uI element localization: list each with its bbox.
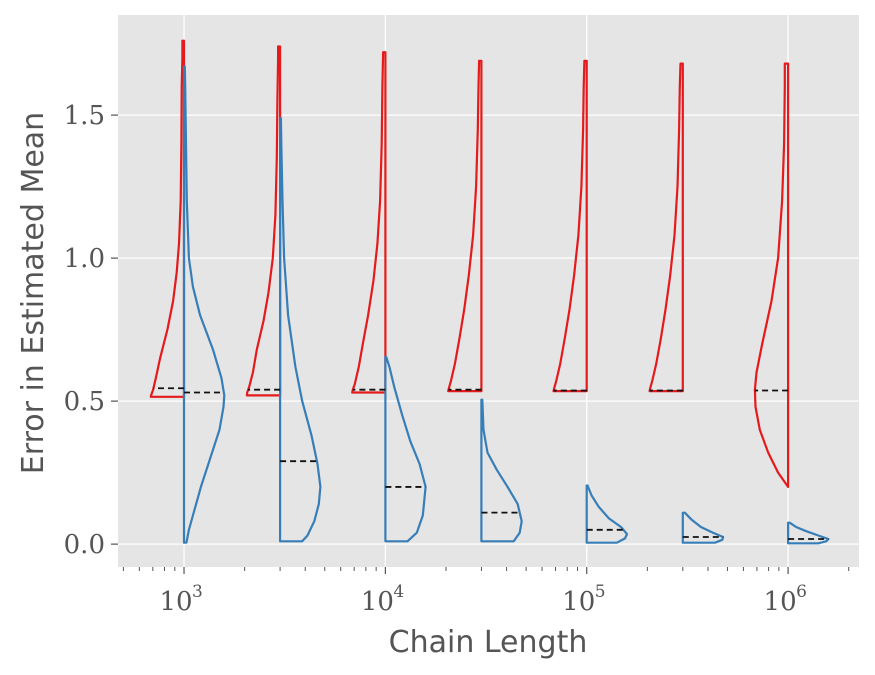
- x-tick-label: 10: [361, 587, 394, 617]
- violin-left-4: [552, 59, 588, 393]
- violin-right-1: [279, 116, 322, 543]
- violin-left-5: [648, 62, 684, 393]
- violin-right-0: [182, 65, 226, 544]
- y-axis-label: Error in Estimated Mean: [16, 112, 51, 474]
- x-tick-exponent: 3: [192, 582, 203, 602]
- violin-left-0: [149, 39, 186, 398]
- median-lines: [153, 387, 829, 540]
- y-tick-label: 1.5: [64, 101, 105, 131]
- violin-left-6: [753, 62, 790, 488]
- violin-group: [149, 39, 830, 545]
- violin-left-2: [351, 51, 387, 394]
- x-tick-label: 10: [159, 587, 192, 617]
- x-axis-label: Chain Length: [389, 625, 588, 660]
- x-tick-label: 10: [764, 587, 797, 617]
- x-tick-label: 10: [562, 587, 595, 617]
- violin-right-2: [384, 355, 427, 543]
- violin-right-5: [681, 511, 725, 544]
- violin-right-4: [585, 484, 629, 544]
- violin-right-3: [480, 398, 523, 543]
- axis-ticks: 0.00.51.01.510 3 10 4 10 5 10 6: [64, 101, 850, 617]
- plot-background: [118, 15, 859, 567]
- x-tick-exponent: 4: [393, 582, 404, 602]
- y-tick-label: 0.5: [64, 387, 105, 417]
- y-tick-label: 1.0: [64, 244, 105, 274]
- violin-left-3: [447, 59, 483, 393]
- x-tick-exponent: 6: [796, 582, 807, 602]
- x-tick-exponent: 5: [595, 582, 606, 602]
- y-tick-label: 0.0: [64, 530, 105, 560]
- violin-left-1: [245, 45, 282, 397]
- violin-right-6: [787, 521, 830, 545]
